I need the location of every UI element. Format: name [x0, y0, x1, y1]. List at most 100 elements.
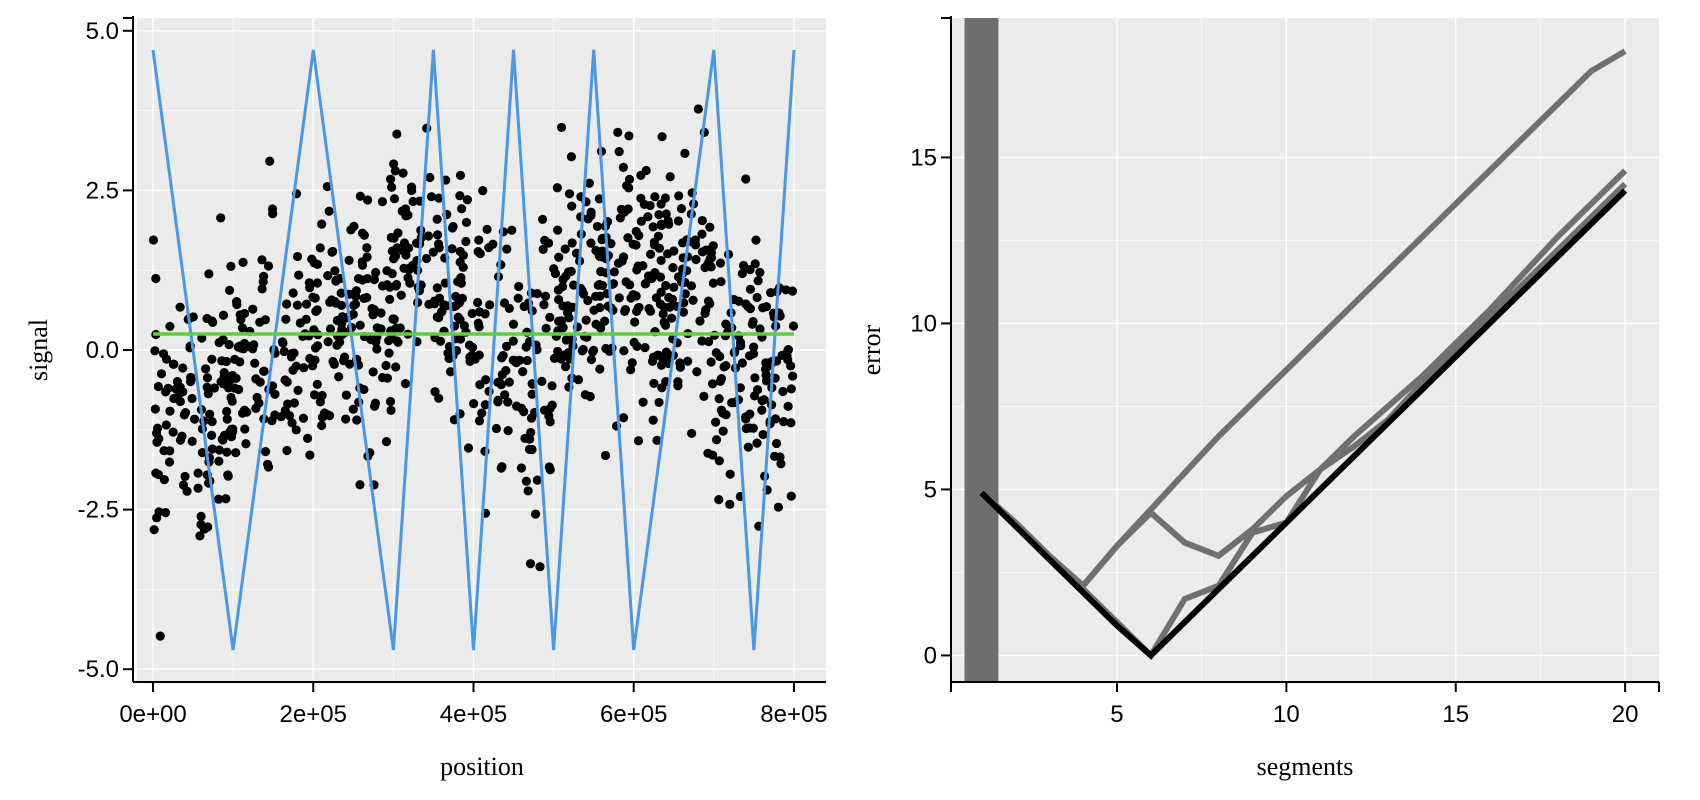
scatter-point: [456, 204, 467, 214]
scatter-point: [676, 204, 687, 214]
scatter-point: [214, 445, 225, 455]
scatter-point: [544, 238, 554, 248]
scatter-point: [557, 316, 567, 326]
scatter-point: [388, 314, 398, 324]
scatter-point: [252, 392, 262, 403]
scatter-point: [623, 233, 633, 243]
scatter-point: [697, 336, 707, 346]
scatter-point: [562, 307, 573, 318]
scatter-point: [385, 396, 396, 407]
scatter-point: [761, 302, 772, 312]
scatter-point: [448, 221, 458, 232]
scatter-point: [578, 344, 588, 355]
scatter-point: [697, 247, 708, 257]
signal-plot-lines: [151, 49, 796, 651]
scatter-point: [500, 390, 510, 400]
scatter-point: [175, 302, 185, 312]
scatter-point: [158, 349, 169, 359]
scatter-point: [403, 243, 414, 253]
scatter-point: [648, 415, 658, 425]
scatter-point: [189, 414, 200, 424]
scatter-point: [372, 344, 382, 354]
scatter-point: [621, 277, 631, 287]
scatter-point: [700, 308, 710, 318]
scatter-point: [664, 219, 674, 229]
scatter-point: [289, 398, 299, 408]
scatter-point: [493, 395, 503, 405]
scatter-point: [225, 427, 235, 438]
scatter-point: [674, 191, 684, 201]
scatter-point: [339, 352, 350, 362]
scatter-point: [362, 243, 372, 253]
y-tick-label: 15: [910, 144, 937, 171]
scatter-point: [370, 398, 380, 408]
scatter-point: [588, 345, 599, 355]
scatter-point: [237, 323, 248, 333]
scatter-point: [207, 354, 217, 364]
scatter-point: [755, 267, 765, 277]
scatter-point: [691, 254, 701, 265]
scatter-point: [522, 355, 532, 366]
scatter-point: [328, 246, 338, 257]
scatter-point: [561, 335, 571, 345]
scatter-point: [706, 357, 716, 367]
scatter-point: [539, 300, 549, 310]
scatter-point: [150, 404, 160, 414]
scatter-point: [344, 255, 354, 265]
scatter-point: [743, 442, 753, 452]
scatter-point: [463, 443, 474, 453]
scatter-point: [695, 316, 705, 326]
scatter-point: [627, 358, 637, 368]
scatter-point: [305, 450, 315, 460]
scatter-point: [705, 299, 715, 309]
scatter-point: [248, 304, 258, 314]
scatter-point: [327, 295, 337, 305]
scatter-point: [597, 233, 607, 244]
scatter-point: [337, 324, 347, 334]
scatter-point: [161, 420, 171, 430]
scatter-point: [341, 390, 351, 400]
scatter-point: [558, 274, 568, 285]
scatter-point: [291, 361, 301, 371]
scatter-point: [703, 448, 713, 458]
scatter-point: [351, 291, 361, 301]
scatter-point: [788, 371, 798, 381]
scatter-point: [168, 427, 178, 437]
scatter-point: [369, 274, 379, 285]
scatter-point: [776, 459, 786, 469]
error-plot-grid: [951, 18, 1659, 682]
scatter-point: [718, 426, 728, 436]
scatter-point: [178, 480, 189, 490]
y-tick-label: 0: [924, 642, 937, 669]
scatter-point: [564, 189, 575, 199]
scatter-point: [221, 494, 231, 504]
scatter-point: [721, 319, 731, 329]
scatter-point: [553, 225, 563, 235]
scatter-point: [294, 270, 304, 280]
scatter-point: [257, 284, 267, 294]
scatter-point: [513, 293, 523, 303]
scatter-point: [508, 319, 519, 329]
signal-plot-y-axis-title: signal: [24, 319, 53, 381]
scatter-point: [566, 152, 577, 162]
scatter-point: [473, 318, 483, 328]
scatter-point: [407, 185, 417, 196]
scatter-point: [626, 365, 636, 375]
scatter-point: [345, 359, 355, 369]
scatter-point: [504, 377, 514, 387]
scatter-point: [392, 336, 402, 346]
scatter-point: [775, 311, 785, 321]
scatter-point: [578, 289, 589, 299]
scatter-point: [165, 406, 175, 416]
scatter-point: [501, 341, 512, 351]
scatter-point: [323, 270, 333, 281]
scatter-point: [423, 231, 434, 241]
scatter-point: [741, 299, 751, 309]
scatter-point: [430, 387, 440, 397]
scatter-point: [589, 305, 599, 315]
error-plot-axes: 5 10 15 20 0 5 10 15: [910, 16, 1660, 728]
scatter-point: [752, 438, 762, 448]
scatter-point: [594, 251, 604, 261]
scatter-point: [725, 499, 735, 509]
